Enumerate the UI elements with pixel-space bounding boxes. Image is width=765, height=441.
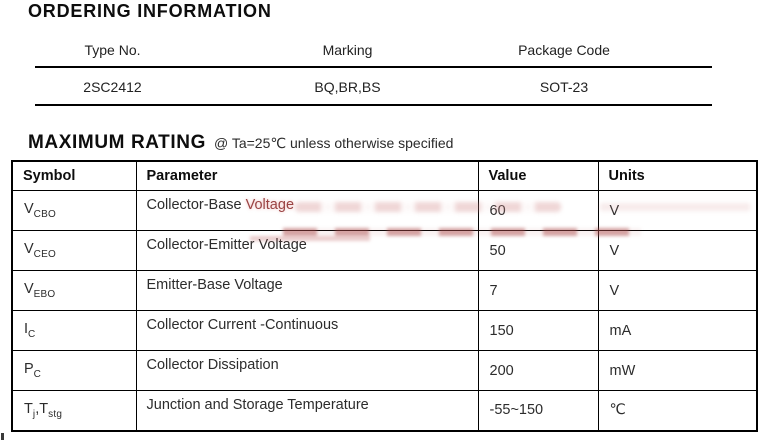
symbol-cell: VCEO bbox=[11, 230, 137, 271]
symbol-cell: Tj,Tstg bbox=[11, 390, 137, 431]
maximum-rating-table: Symbol Parameter Value Units VCBO Collect… bbox=[11, 160, 758, 432]
ordering-value-marking: BQ,BR,BS bbox=[314, 79, 381, 95]
value-cell: 60 bbox=[477, 190, 599, 231]
ordering-value-type-no: 2SC2412 bbox=[83, 79, 142, 95]
units-cell: V bbox=[597, 230, 758, 271]
table-row: VCBO Collector-Base Voltage 60 V bbox=[11, 190, 758, 231]
scan-artifact bbox=[1, 433, 4, 440]
table-row: IC Collector Current -Continuous 150 mA bbox=[11, 310, 758, 351]
maximum-rating-heading: MAXIMUM RATING @ Ta=25℃ unless otherwise … bbox=[28, 132, 453, 154]
ordering-divider-top bbox=[35, 66, 712, 68]
table-row: Tj,Tstg Junction and Storage Temperature -… bbox=[11, 390, 758, 431]
table-row: VCEO Collector-Emitter Voltage 50 V bbox=[11, 230, 758, 271]
parameter-cell: Collector Current -Continuous bbox=[135, 310, 479, 351]
value-cell: 50 bbox=[477, 230, 599, 271]
ordering-header-package-code: Package Code bbox=[518, 42, 610, 58]
parameter-cell: Collector Dissipation bbox=[135, 350, 479, 391]
column-header-parameter: Parameter bbox=[135, 160, 479, 191]
parameter-cell: Collector-Emitter Voltage bbox=[135, 230, 479, 271]
ordering-value-package-code: SOT-23 bbox=[539, 79, 589, 95]
maximum-rating-header-row: Symbol Parameter Value Units bbox=[11, 160, 758, 191]
value-cell: 7 bbox=[477, 270, 599, 311]
symbol-cell: IC bbox=[11, 310, 137, 351]
units-cell: mW bbox=[597, 350, 758, 391]
column-header-symbol: Symbol bbox=[11, 160, 137, 191]
units-cell: mA bbox=[597, 310, 758, 351]
parameter-cell: Emitter-Base Voltage bbox=[135, 270, 479, 311]
table-row: VEBO Emitter-Base Voltage 7 V bbox=[11, 270, 758, 311]
ordering-header-marking: Marking bbox=[322, 42, 373, 58]
column-header-units: Units bbox=[597, 160, 758, 191]
column-header-value: Value bbox=[477, 160, 599, 191]
ordering-information-title: ORDERING INFORMATION bbox=[28, 1, 272, 21]
units-cell: V bbox=[597, 190, 758, 231]
value-cell: 200 bbox=[477, 350, 599, 391]
symbol-cell: PC bbox=[11, 350, 137, 391]
symbol-cell: VEBO bbox=[11, 270, 137, 311]
ordering-header-type-no: Type No. bbox=[84, 42, 141, 58]
table-row: PC Collector Dissipation 200 mW bbox=[11, 350, 758, 391]
parameter-cell: Junction and Storage Temperature bbox=[135, 390, 479, 431]
value-cell: -55~150 bbox=[477, 390, 599, 431]
units-cell: V bbox=[597, 270, 758, 311]
value-cell: 150 bbox=[477, 310, 599, 351]
maximum-rating-title: MAXIMUM RATING bbox=[28, 132, 206, 153]
symbol-cell: VCBO bbox=[11, 190, 137, 231]
parameter-cell: Collector-Base Voltage bbox=[135, 190, 479, 231]
ordering-divider-bottom bbox=[35, 104, 712, 106]
units-cell: ℃ bbox=[597, 390, 758, 431]
watermark-tinted-text: Voltage bbox=[245, 197, 295, 213]
maximum-rating-condition: @ Ta=25℃ unless otherwise specified bbox=[213, 135, 454, 151]
